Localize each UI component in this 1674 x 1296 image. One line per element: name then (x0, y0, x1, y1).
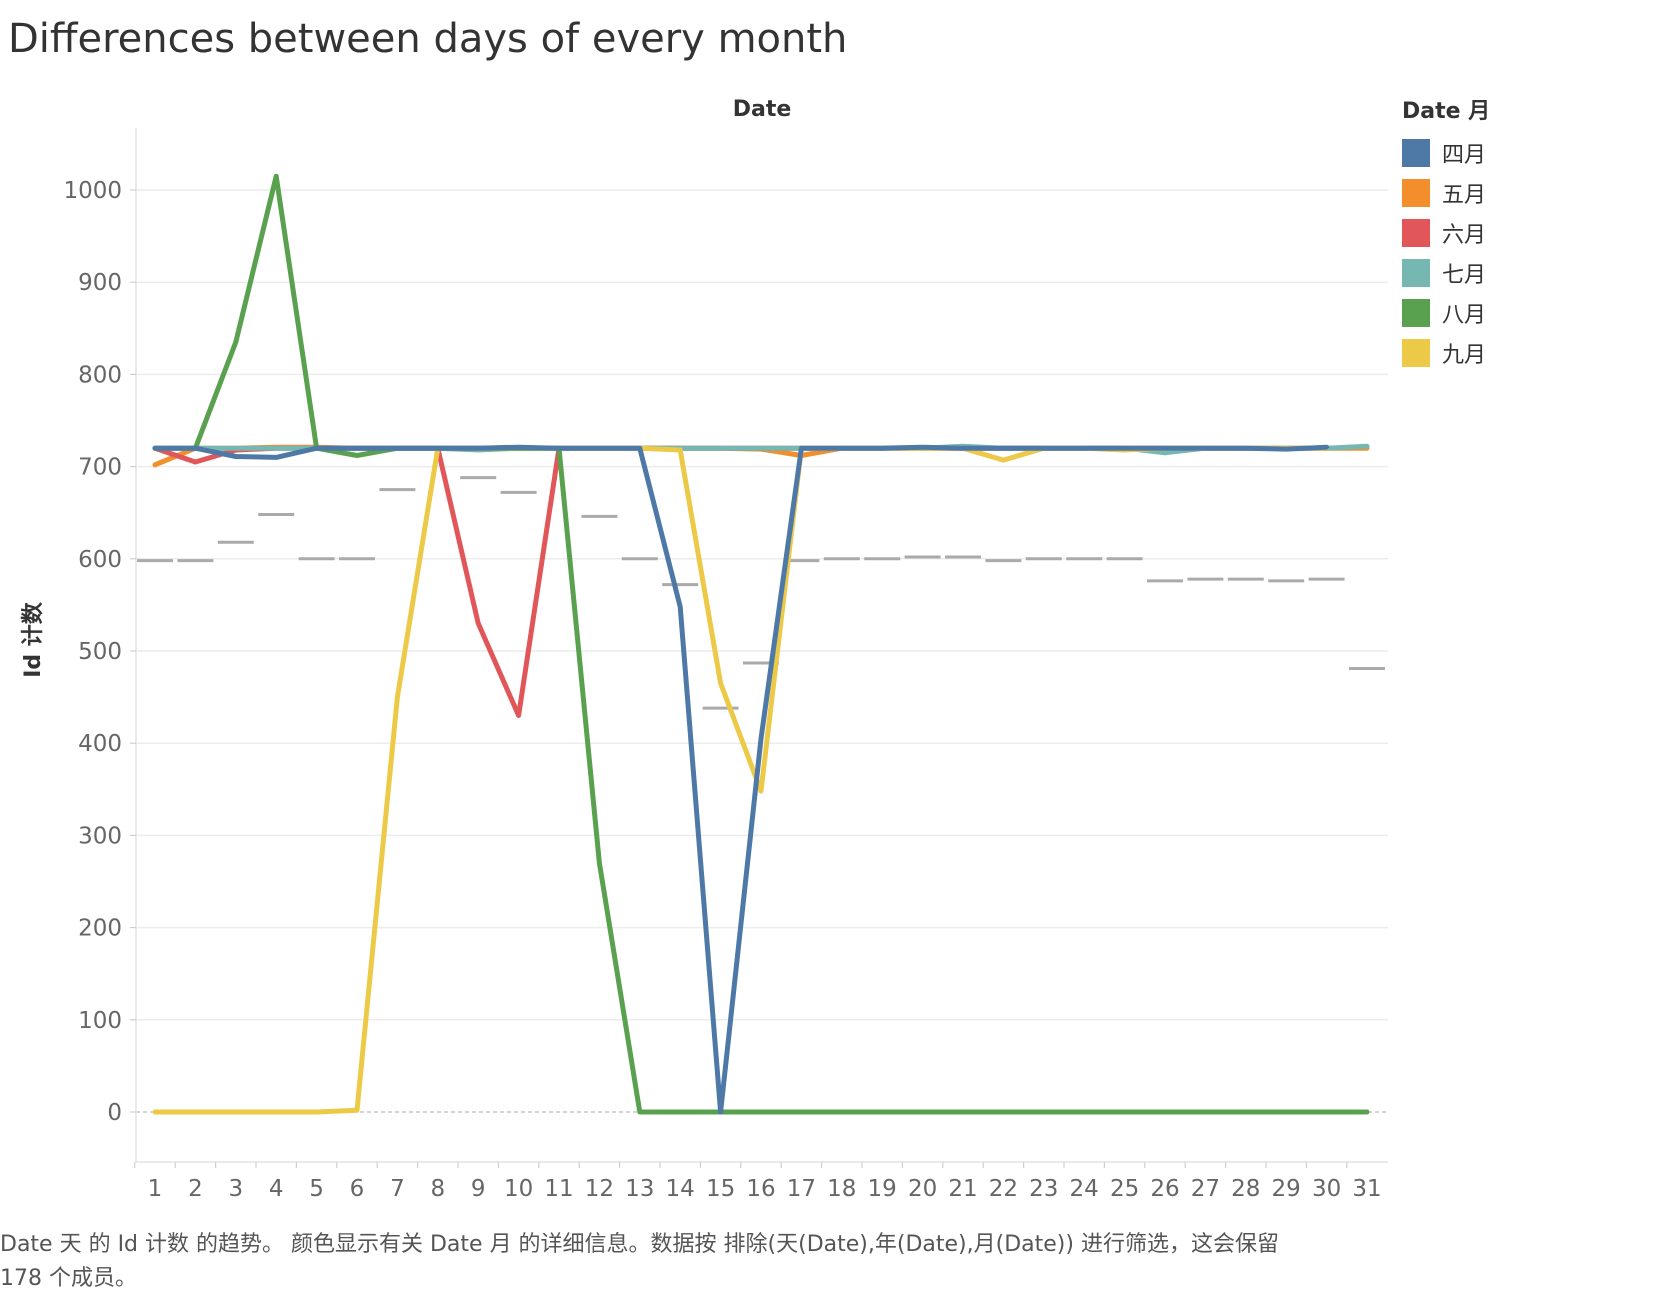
x-tick-label: 19 (868, 1176, 897, 1202)
x-tick-label: 12 (585, 1176, 614, 1202)
x-tick-label: 9 (471, 1176, 486, 1202)
y-tick-label: 700 (78, 455, 122, 481)
x-tick-label: 17 (787, 1176, 816, 1202)
y-tick-label: 300 (78, 823, 122, 849)
x-tick-label: 20 (908, 1176, 937, 1202)
y-tick-label: 200 (78, 916, 122, 942)
legend-item[interactable]: 九月 (1402, 333, 1490, 373)
x-tick-label: 6 (350, 1176, 365, 1202)
x-tick-label: 5 (309, 1176, 324, 1202)
legend-item[interactable]: 四月 (1402, 133, 1490, 173)
x-tick-label: 21 (948, 1176, 977, 1202)
y-axis-title: Id 计数 (20, 601, 46, 678)
y-tick-label: 1000 (63, 178, 122, 204)
legend-item[interactable]: 五月 (1402, 173, 1490, 213)
legend-item[interactable]: 八月 (1402, 293, 1490, 333)
x-tick-label: 8 (430, 1176, 445, 1202)
x-tick-label: 16 (746, 1176, 775, 1202)
legend-label: 八月 (1442, 303, 1487, 328)
x-tick-label: 27 (1191, 1176, 1220, 1202)
x-tick-label: 15 (706, 1176, 735, 1202)
x-tick-label: 7 (390, 1176, 405, 1202)
y-tick-label: 400 (78, 731, 122, 757)
x-tick-label: 23 (1029, 1176, 1058, 1202)
x-axis-title: Date (733, 97, 792, 122)
chart-title: Differences between days of every month (8, 16, 848, 62)
x-tick-label: 14 (666, 1176, 695, 1202)
legend-swatch (1402, 299, 1430, 327)
x-tick-label: 28 (1231, 1176, 1260, 1202)
legend-title: Date 月 (1402, 99, 1491, 124)
legend-swatch (1402, 219, 1430, 247)
y-tick-label: 500 (78, 639, 122, 665)
x-tick-label: 10 (504, 1176, 533, 1202)
y-tick-label: 800 (78, 362, 122, 388)
x-tick-label: 24 (1070, 1176, 1099, 1202)
legend-swatch (1402, 179, 1430, 207)
caption: Date 天 的 Id 计数 的趋势。 颜色显示有关 Date 月 的详细信息。… (0, 1228, 1400, 1296)
x-tick-label: 18 (827, 1176, 856, 1202)
legend: Date 月 四月五月六月七月八月九月 (1402, 93, 1490, 373)
y-tick-label: 900 (78, 270, 122, 296)
x-tick-label: 26 (1150, 1176, 1179, 1202)
legend-swatch (1402, 259, 1430, 287)
x-tick-label: 29 (1272, 1176, 1301, 1202)
x-tick-label: 3 (228, 1176, 243, 1202)
legend-swatch (1402, 339, 1430, 367)
x-tick-label: 11 (544, 1176, 573, 1202)
series-line (152, 173, 1370, 1115)
y-tick-label: 600 (78, 547, 122, 573)
legend-item[interactable]: 六月 (1402, 213, 1490, 253)
legend-label: 五月 (1442, 183, 1487, 208)
legend-label: 九月 (1442, 343, 1487, 368)
x-tick-label: 30 (1312, 1176, 1341, 1202)
x-tick-label: 4 (269, 1176, 284, 1202)
legend-label: 六月 (1442, 223, 1487, 248)
legend-label: 七月 (1442, 263, 1487, 288)
legend-item[interactable]: 七月 (1402, 253, 1490, 293)
legend-swatch (1402, 139, 1430, 167)
y-tick-label: 100 (78, 1008, 122, 1034)
caption-line-2: 178 个成员。 (0, 1266, 137, 1291)
x-tick-label: 2 (188, 1176, 203, 1202)
legend-label: 四月 (1442, 143, 1487, 168)
x-tick-label: 25 (1110, 1176, 1139, 1202)
series-line (152, 444, 1330, 1115)
caption-line-1: Date 天 的 Id 计数 的趋势。 颜色显示有关 Date 月 的详细信息。… (0, 1232, 1279, 1257)
x-tick-label: 1 (148, 1176, 163, 1202)
x-tick-label: 22 (989, 1176, 1018, 1202)
series-line (152, 445, 1330, 1115)
y-tick-label: 0 (107, 1100, 122, 1126)
x-tick-label: 13 (625, 1176, 654, 1202)
x-tick-label: 31 (1352, 1176, 1381, 1202)
